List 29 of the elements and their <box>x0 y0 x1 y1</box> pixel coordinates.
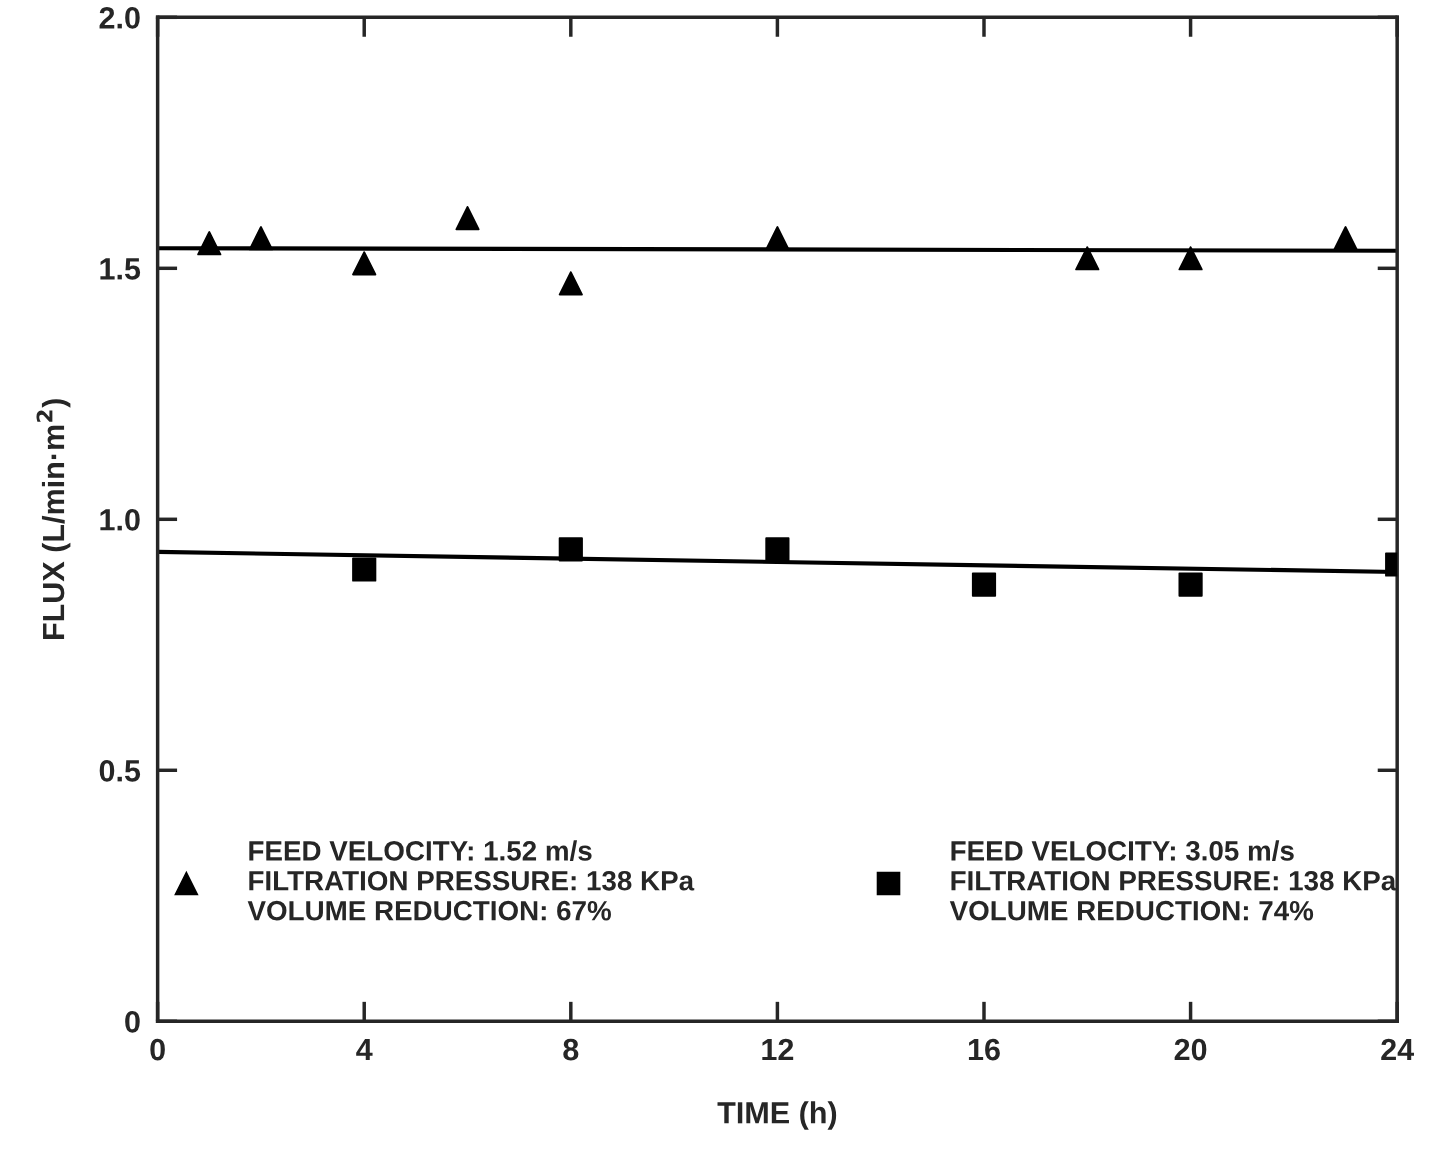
x-tick-label: 0 <box>150 1038 165 1061</box>
y-tick-label: 1.0 <box>100 509 140 531</box>
point <box>558 271 583 296</box>
x-tick-label: 4 <box>356 1039 373 1061</box>
point <box>1333 226 1358 251</box>
point <box>455 206 480 231</box>
x-tick-label: 20 <box>1174 1038 1207 1061</box>
x-tick-label: 16 <box>968 1038 1000 1061</box>
x-tick-label: 8 <box>563 1038 579 1061</box>
legend-label: FEED VELOCITY: 1.52 m/s FILTRATION PRESSURE: 138 KPa VOLUME REDUCTION: 67% <box>247 840 695 921</box>
point <box>765 226 790 251</box>
point <box>558 537 583 562</box>
y-axis-title: FLUX (L/min·m$^{2}$) <box>36 399 71 640</box>
point <box>197 231 222 256</box>
point <box>248 226 274 251</box>
y-tick-label: 0.5 <box>99 760 141 782</box>
x-tick-label: 12 <box>762 1038 794 1061</box>
point <box>971 572 997 597</box>
y-tick-label: 2.0 <box>99 7 140 29</box>
point <box>765 537 790 562</box>
y-tick-label: 1.5 <box>100 258 141 280</box>
y-tick-label: 0 <box>125 1011 140 1033</box>
x-tick-label: 24 <box>1381 1038 1415 1061</box>
point <box>1178 572 1203 597</box>
point <box>1075 246 1100 271</box>
point <box>352 251 377 276</box>
point <box>1178 246 1203 271</box>
x-axis-title: TIME (h) <box>717 1101 837 1130</box>
point <box>352 557 377 582</box>
